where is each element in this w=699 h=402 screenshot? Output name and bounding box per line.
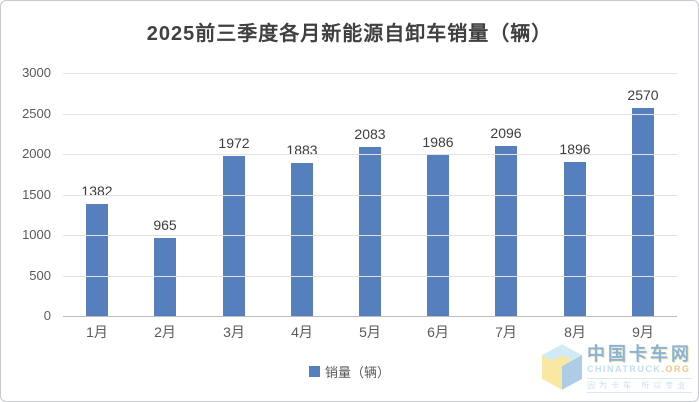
bar (86, 204, 108, 316)
legend: 销量（辆） (1, 362, 698, 381)
bar-value-label: 1972 (218, 135, 250, 151)
legend-label: 销量（辆） (324, 365, 390, 380)
bar-value-label: 1883 (286, 142, 318, 158)
y-axis-tick-label: 1500 (22, 186, 51, 202)
gridline (63, 113, 677, 115)
watermark-site-name: 中国卡车网 (587, 344, 692, 364)
gridline (63, 73, 677, 74)
bar (359, 147, 381, 316)
chart-title: 2025前三季度各月新能源自卸车销量（辆） (146, 23, 553, 45)
bar (632, 108, 654, 316)
y-axis-tick-label: 2000 (22, 146, 51, 161)
gridline (63, 235, 677, 236)
bar (154, 238, 176, 316)
x-axis-tick-label: 9月 (632, 324, 654, 340)
bar-value-label: 2096 (490, 125, 522, 141)
gridline (63, 154, 677, 155)
legend-swatch-icon (308, 366, 320, 377)
x-axis-tick-label: 7月 (495, 324, 517, 340)
bar-value-label: 2083 (354, 126, 386, 142)
x-axis-tick-label: 4月 (291, 324, 313, 340)
bar (564, 162, 586, 316)
y-axis-tick-label: 3000 (22, 65, 51, 80)
bar (495, 146, 517, 316)
gridline (63, 194, 677, 196)
x-axis-tick-label: 1月 (86, 324, 108, 340)
y-axis-tick-label: 0 (43, 308, 51, 323)
bar-value-label: 1382 (81, 183, 113, 199)
x-axis-tick-label: 6月 (427, 324, 449, 340)
bar-value-label: 1896 (559, 141, 591, 157)
x-axis-tick-label: 2月 (154, 324, 176, 340)
gridline (63, 316, 677, 317)
bar-value-label: 2570 (627, 87, 659, 103)
bar (291, 163, 313, 316)
bar-value-label: 965 (153, 217, 177, 233)
bar-value-label: 1986 (422, 134, 454, 150)
x-axis-tick-label: 5月 (359, 324, 381, 340)
y-axis-tick-label: 500 (29, 267, 51, 283)
x-axis-tick-label: 3月 (223, 324, 245, 340)
gridline (63, 275, 677, 277)
y-axis-tick-label: 1000 (22, 227, 51, 242)
x-axis-tick-label: 8月 (564, 324, 586, 340)
bar (223, 156, 245, 316)
y-axis-tick-label: 2500 (22, 105, 51, 121)
